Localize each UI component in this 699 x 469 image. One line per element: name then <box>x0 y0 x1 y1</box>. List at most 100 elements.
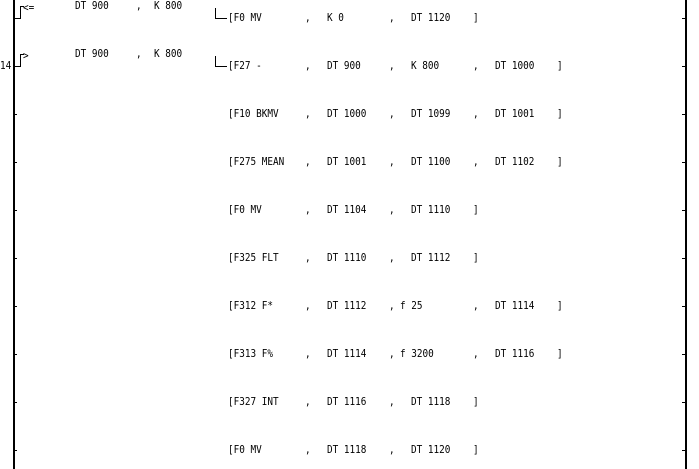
close-bracket: ] <box>557 59 563 72</box>
instruction-name[interactable]: [F0 MV <box>228 203 262 216</box>
separator: , <box>473 59 479 72</box>
separator: , <box>389 251 395 264</box>
operand[interactable]: K 0 <box>327 11 344 24</box>
operand[interactable]: DT 1112 <box>411 251 451 264</box>
operand[interactable]: f 25 <box>400 299 423 312</box>
operand[interactable]: DT 900 <box>327 59 361 72</box>
rung-tick <box>682 114 686 115</box>
contact-wire <box>215 66 227 67</box>
separator: , <box>305 11 311 24</box>
separator: , <box>389 299 395 312</box>
close-bracket: ] <box>473 203 479 216</box>
close-bracket: ] <box>557 155 563 168</box>
rung-tick <box>682 354 686 355</box>
close-bracket: ] <box>473 11 479 24</box>
separator: , <box>389 443 395 456</box>
operand[interactable]: DT 1104 <box>327 203 367 216</box>
compare-operand[interactable]: K 800 <box>154 47 183 60</box>
operand[interactable]: DT 1116 <box>495 347 535 360</box>
operand[interactable]: DT 1001 <box>495 107 535 120</box>
rung-tick <box>682 306 686 307</box>
instruction-name[interactable]: [F275 MEAN <box>228 155 285 168</box>
operand[interactable]: DT 1112 <box>327 299 367 312</box>
contact-bar <box>20 54 24 55</box>
separator: , <box>136 0 142 12</box>
operand[interactable]: DT 1118 <box>411 395 451 408</box>
rung-tick <box>682 18 686 19</box>
operand[interactable]: DT 1110 <box>411 203 451 216</box>
operand[interactable]: DT 1110 <box>327 251 367 264</box>
operand[interactable]: DT 1120 <box>411 443 451 456</box>
separator: , <box>305 155 311 168</box>
separator: , <box>389 347 395 360</box>
separator: , <box>305 203 311 216</box>
contact-wire <box>13 18 21 19</box>
rung-tick <box>682 66 686 67</box>
separator: , <box>389 203 395 216</box>
separator: , <box>389 107 395 120</box>
operand[interactable]: DT 1099 <box>411 107 451 120</box>
separator: , <box>389 11 395 24</box>
compare-operand[interactable]: DT 900 <box>75 47 109 60</box>
operand[interactable]: DT 1001 <box>327 155 367 168</box>
instruction-name[interactable]: [F325 FLT <box>228 251 279 264</box>
instruction-name[interactable]: [F312 F* <box>228 299 274 312</box>
rung-tick <box>13 210 17 211</box>
rung-tick <box>682 450 686 451</box>
operand[interactable]: DT 1000 <box>327 107 367 120</box>
operand[interactable]: DT 1118 <box>327 443 367 456</box>
compare-operand[interactable]: K 800 <box>154 0 183 12</box>
compare-operator: > <box>23 49 29 62</box>
operand[interactable]: DT 1120 <box>411 11 451 24</box>
rung-tick <box>13 402 17 403</box>
close-bracket: ] <box>473 395 479 408</box>
close-bracket: ] <box>557 347 563 360</box>
operand[interactable]: DT 1116 <box>327 395 367 408</box>
operand[interactable]: DT 1000 <box>495 59 535 72</box>
separator: , <box>473 107 479 120</box>
instruction-name[interactable]: [F10 BKMV <box>228 107 279 120</box>
instruction-name[interactable]: [F0 MV <box>228 11 262 24</box>
close-bracket: ] <box>557 299 563 312</box>
separator: , <box>305 395 311 408</box>
operand[interactable]: f 3200 <box>400 347 434 360</box>
right-power-rail <box>685 0 687 469</box>
close-bracket: ] <box>473 251 479 264</box>
contact-bar <box>20 6 24 7</box>
separator: , <box>473 155 479 168</box>
separator: , <box>305 347 311 360</box>
separator: , <box>473 347 479 360</box>
separator: , <box>389 395 395 408</box>
separator: , <box>305 251 311 264</box>
separator: , <box>305 443 311 456</box>
contact-wire <box>215 18 227 19</box>
separator: , <box>305 299 311 312</box>
rung-tick <box>13 114 17 115</box>
operand[interactable]: DT 1100 <box>411 155 451 168</box>
separator: , <box>389 59 395 72</box>
operand[interactable]: DT 1102 <box>495 155 535 168</box>
instruction-name[interactable]: [F327 INT <box>228 395 279 408</box>
contact-wire <box>13 66 21 67</box>
contact-bar <box>215 8 216 19</box>
rung-tick <box>13 354 17 355</box>
separator: , <box>136 47 142 60</box>
rung-tick <box>13 162 17 163</box>
instruction-name[interactable]: [F0 MV <box>228 443 262 456</box>
instruction-name[interactable]: [F313 F% <box>228 347 274 360</box>
separator: , <box>305 59 311 72</box>
separator: , <box>473 299 479 312</box>
separator: , <box>389 155 395 168</box>
operand[interactable]: DT 1114 <box>495 299 535 312</box>
rung-tick <box>13 450 17 451</box>
left-power-rail <box>13 0 15 469</box>
rung-tick <box>682 258 686 259</box>
instruction-name[interactable]: [F27 - <box>228 59 262 72</box>
contact-bar <box>20 54 21 67</box>
rung-tick <box>682 162 686 163</box>
rung-tick <box>13 306 17 307</box>
close-bracket: ] <box>473 443 479 456</box>
operand[interactable]: DT 1114 <box>327 347 367 360</box>
compare-operand[interactable]: DT 900 <box>75 0 109 12</box>
operand[interactable]: K 800 <box>411 59 440 72</box>
